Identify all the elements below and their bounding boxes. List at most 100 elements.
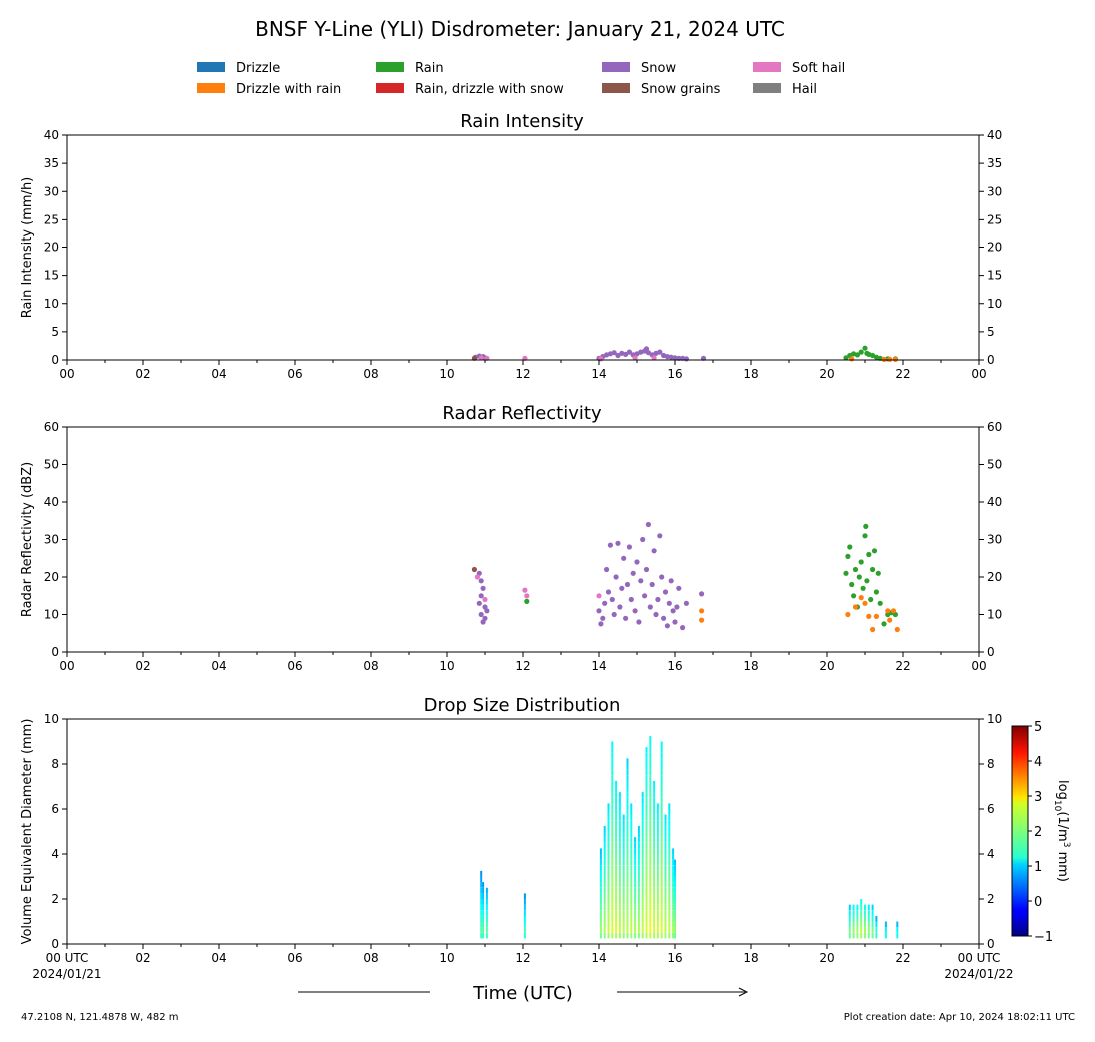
- drop-size-distribution-cell: [622, 820, 625, 826]
- drop-size-distribution-cell: [848, 904, 851, 911]
- legend-label-snow: Snow: [641, 61, 676, 76]
- drop-size-distribution-cell: [626, 910, 629, 916]
- drop-size-distribution-cell: [626, 769, 629, 776]
- rain-intensity-xticks: 00 02 04 06 08 10 12 14 16 18 20 22 00: [59, 360, 987, 381]
- drop-size-distribution-cell: [860, 899, 863, 905]
- drop-size-distribution-cell: [480, 927, 483, 933]
- drop-size-distribution-cell: [668, 837, 671, 843]
- drop-size-distribution-cell: [649, 848, 652, 854]
- drop-size-distribution-cell: [672, 927, 675, 933]
- drop-size-distribution-cell: [674, 921, 676, 928]
- drop-size-distribution-cell: [626, 899, 629, 905]
- drop-size-distribution-cell: [607, 842, 610, 849]
- drop-size-distribution-cell: [622, 910, 625, 916]
- drop-size-distribution-cell: [656, 825, 659, 832]
- drop-size-distribution-cell: [607, 814, 610, 821]
- radar-reflectivity-point-snow: [653, 611, 659, 618]
- drop-size-distribution-cell: [674, 899, 676, 905]
- radar-reflectivity-ytick-label: 10: [44, 608, 59, 622]
- radar-reflectivity-point-snow: [640, 536, 646, 543]
- drop-size-distribution-cell: [626, 904, 629, 911]
- radar-reflectivity-xtick-label: 10: [439, 659, 454, 673]
- drop-size-distribution-cell: [603, 910, 606, 916]
- drop-size-distribution-cell: [668, 825, 671, 832]
- radar-reflectivity-point-snow: [624, 581, 631, 588]
- radar-reflectivity-point-drizzle-with-rain: [845, 611, 851, 618]
- rain-intensity-point-snow: [683, 356, 690, 362]
- drop-size-distribution-cell: [634, 848, 637, 854]
- drop-size-distribution-cell: [672, 848, 675, 854]
- drop-size-distribution-cell: [672, 904, 675, 911]
- drop-size-distribution-cell: [641, 915, 644, 922]
- drop-size-distribution-cell: [611, 910, 614, 916]
- radar-reflectivity-ytick-label: 20: [44, 570, 59, 584]
- drop-size-distribution-cell: [660, 865, 663, 871]
- drop-size-distribution-cell: [607, 831, 610, 838]
- drop-size-distribution-cell: [649, 735, 652, 742]
- drop-size-distribution-cell: [656, 820, 659, 826]
- drop-size-distribution-xticks: 00 UTC 2024/01/21 02 04 06 08 10 12 14 16 18 20 22 00…: [32, 944, 1014, 981]
- rain-intensity-ytick-label-right: 10: [987, 297, 1002, 311]
- drop-size-distribution-cell: [660, 792, 663, 798]
- drop-size-distribution-cell: [485, 921, 488, 928]
- drop-size-distribution-cell: [630, 870, 633, 877]
- radar-reflectivity-point-snow: [478, 593, 484, 599]
- drop-size-distribution-cell: [672, 854, 675, 860]
- radar-reflectivity-point-snow: [607, 542, 614, 548]
- legend-swatch-drizzle-with-rain: [197, 83, 225, 93]
- drop-size-distribution-cell: [649, 820, 652, 826]
- drop-size-distribution-cell: [626, 876, 629, 883]
- drop-size-distribution-cell: [607, 837, 610, 843]
- drop-size-distribution-frame: [66, 718, 980, 945]
- drop-size-distribution-cell: [482, 887, 485, 894]
- drop-size-distribution-cell: [603, 899, 606, 905]
- drop-size-distribution-cell: [607, 910, 610, 916]
- drop-size-distribution-cell: [615, 842, 618, 849]
- drop-size-distribution-cell: [482, 893, 485, 899]
- drop-size-distribution-cell: [645, 825, 648, 832]
- drop-size-distribution-cell: [645, 882, 648, 888]
- radar-reflectivity-point-snow: [476, 600, 482, 606]
- drop-size-distribution-cell: [637, 870, 640, 877]
- radar-reflectivity-point-soft-hail: [522, 587, 528, 593]
- drop-size-distribution-ytick-label-right: 0: [987, 937, 995, 951]
- radar-reflectivity-point-snow: [605, 589, 612, 595]
- drop-size-distribution-xtick-label: 2024/01/22: [944, 967, 1013, 981]
- drop-size-distribution-cell: [480, 893, 483, 899]
- drop-size-distribution-cell: [622, 837, 625, 843]
- radar-reflectivity-point-rain: [866, 551, 872, 558]
- rain-intensity-xtick-label: 02: [135, 367, 150, 381]
- radar-reflectivity-ytick-label: 30: [44, 533, 59, 547]
- drop-size-distribution-cell: [626, 870, 629, 877]
- drop-size-distribution-cell: [848, 921, 851, 928]
- drop-size-distribution-cell: [664, 882, 667, 888]
- radar-reflectivity-point-rain: [863, 523, 869, 530]
- drop-size-distribution-cell: [482, 904, 485, 911]
- drop-size-distribution-ytick-label-right: 2: [987, 892, 995, 906]
- drop-size-distribution-cell: [615, 848, 618, 854]
- drop-size-distribution-cell: [630, 910, 633, 916]
- drop-size-distribution-cell: [660, 882, 663, 888]
- drop-size-distribution-cell: [641, 921, 644, 928]
- drop-size-distribution-cell: [607, 893, 610, 899]
- drop-size-distribution-cell: [634, 904, 637, 911]
- drop-size-distribution-ytick-label-right: 10: [987, 712, 1002, 726]
- radar-reflectivity-point-drizzle-with-rain: [862, 600, 868, 606]
- drop-size-distribution-cell: [622, 870, 625, 877]
- drop-size-distribution-cell: [523, 893, 526, 899]
- drop-size-distribution-cell: [626, 764, 629, 770]
- radar-reflectivity-point-snow: [662, 589, 669, 595]
- drop-size-distribution-cell: [656, 848, 659, 854]
- rain-intensity-point-rain: [858, 349, 864, 355]
- drop-size-distribution-ytick-label-right: 4: [987, 847, 995, 861]
- drop-size-distribution-cell: [523, 899, 526, 905]
- drop-size-distribution-cell: [637, 921, 640, 928]
- drop-size-distribution-cell: [630, 859, 633, 866]
- drop-size-distribution-cell: [615, 887, 618, 894]
- rain-intensity-xtick-label: 18: [743, 367, 758, 381]
- drop-size-distribution-cell: [645, 803, 648, 809]
- drop-size-distribution-cell: [660, 747, 663, 753]
- rain-intensity-point-snow: [623, 351, 629, 357]
- drop-size-distribution-cell: [618, 797, 621, 804]
- drop-size-distribution-cell: [653, 837, 656, 843]
